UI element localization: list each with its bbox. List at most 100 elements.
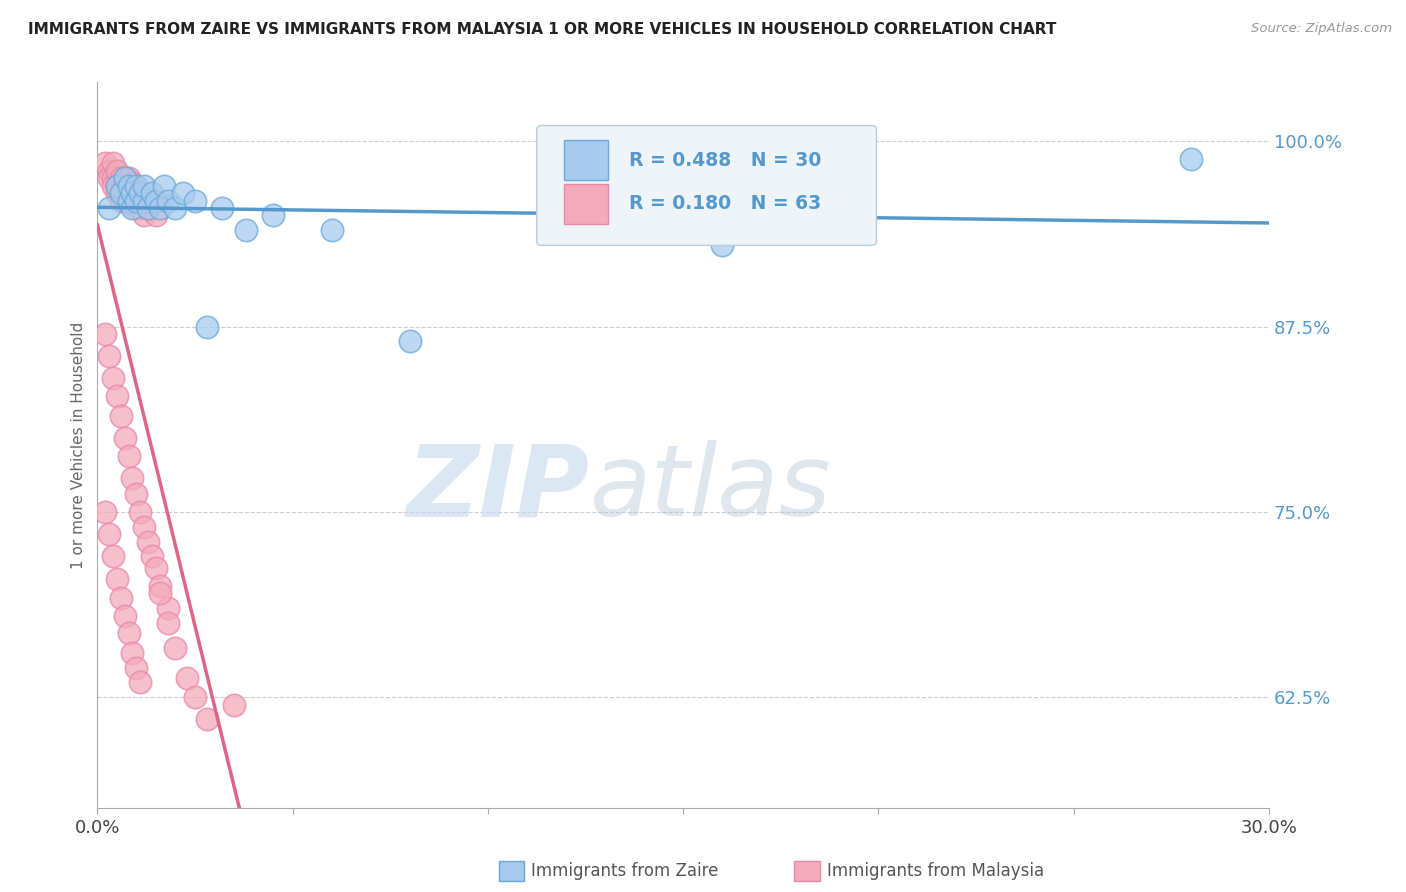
Text: R = 0.180   N = 63: R = 0.180 N = 63	[630, 194, 821, 213]
Point	[98, 527, 121, 541]
Point	[117, 196, 139, 211]
Point	[1180, 152, 1202, 166]
Point	[134, 178, 156, 193]
Point	[110, 186, 132, 200]
Point	[156, 194, 179, 208]
Point	[114, 431, 136, 445]
Point	[129, 186, 152, 200]
Point	[101, 178, 124, 193]
Point	[211, 201, 233, 215]
Point	[117, 194, 139, 208]
Point	[110, 171, 132, 186]
Point	[105, 186, 128, 200]
Point	[149, 579, 172, 593]
Point	[149, 586, 172, 600]
Point	[125, 660, 148, 674]
Point	[114, 186, 136, 200]
Point	[398, 334, 420, 349]
Text: Source: ZipAtlas.com: Source: ZipAtlas.com	[1251, 22, 1392, 36]
Point	[121, 201, 143, 215]
Point	[105, 572, 128, 586]
Point	[117, 626, 139, 640]
Point	[222, 698, 245, 712]
Point	[125, 194, 148, 208]
Point	[129, 201, 152, 215]
Point	[114, 171, 136, 186]
Point	[136, 201, 159, 215]
Point	[110, 409, 132, 423]
Point	[125, 194, 148, 208]
Point	[134, 194, 156, 208]
Point	[136, 201, 159, 215]
Point	[98, 171, 121, 186]
Point	[172, 186, 194, 200]
Point	[134, 519, 156, 533]
Point	[101, 371, 124, 385]
Text: Immigrants from Zaire: Immigrants from Zaire	[531, 863, 718, 880]
Point	[110, 186, 132, 200]
Point	[195, 713, 218, 727]
Point	[121, 176, 143, 190]
Point	[105, 389, 128, 403]
Point	[165, 641, 187, 656]
Point	[145, 208, 167, 222]
Point	[711, 238, 734, 252]
Point	[121, 471, 143, 485]
Point	[149, 201, 172, 215]
Point	[114, 194, 136, 208]
Point	[117, 186, 139, 200]
Point	[152, 178, 174, 193]
Text: atlas: atlas	[589, 441, 831, 537]
Point	[125, 487, 148, 501]
Point	[141, 549, 163, 564]
Point	[110, 194, 132, 208]
Point	[321, 223, 343, 237]
Point	[105, 178, 128, 193]
Point	[121, 646, 143, 660]
FancyBboxPatch shape	[564, 184, 609, 224]
Point	[184, 194, 207, 208]
Point	[101, 171, 124, 186]
Point	[145, 561, 167, 575]
Point	[129, 675, 152, 690]
Point	[121, 186, 143, 200]
Point	[125, 178, 148, 193]
Point	[129, 505, 152, 519]
Point	[105, 178, 128, 193]
Point	[94, 156, 117, 170]
Point	[94, 326, 117, 341]
Point	[129, 186, 152, 200]
Point	[117, 171, 139, 186]
Point	[98, 349, 121, 363]
Text: ZIP: ZIP	[406, 441, 589, 537]
Point	[114, 608, 136, 623]
Point	[125, 178, 148, 193]
Point	[98, 201, 121, 215]
Point	[141, 186, 163, 200]
Point	[176, 671, 198, 685]
Point	[101, 156, 124, 170]
Text: Immigrants from Malaysia: Immigrants from Malaysia	[827, 863, 1043, 880]
FancyBboxPatch shape	[564, 140, 609, 180]
Point	[156, 616, 179, 631]
Point	[114, 171, 136, 186]
Point	[156, 601, 179, 615]
Point	[117, 178, 139, 193]
Point	[165, 201, 187, 215]
Point	[145, 194, 167, 208]
Text: R = 0.488   N = 30: R = 0.488 N = 30	[630, 151, 821, 169]
Point	[184, 690, 207, 705]
Point	[134, 194, 156, 208]
FancyBboxPatch shape	[537, 126, 876, 245]
Point	[195, 319, 218, 334]
Point	[134, 208, 156, 222]
Point	[136, 534, 159, 549]
Point	[235, 223, 257, 237]
Point	[141, 194, 163, 208]
Point	[94, 505, 117, 519]
Point	[110, 591, 132, 605]
Point	[98, 164, 121, 178]
Point	[125, 201, 148, 215]
Point	[101, 549, 124, 564]
Point	[121, 190, 143, 204]
